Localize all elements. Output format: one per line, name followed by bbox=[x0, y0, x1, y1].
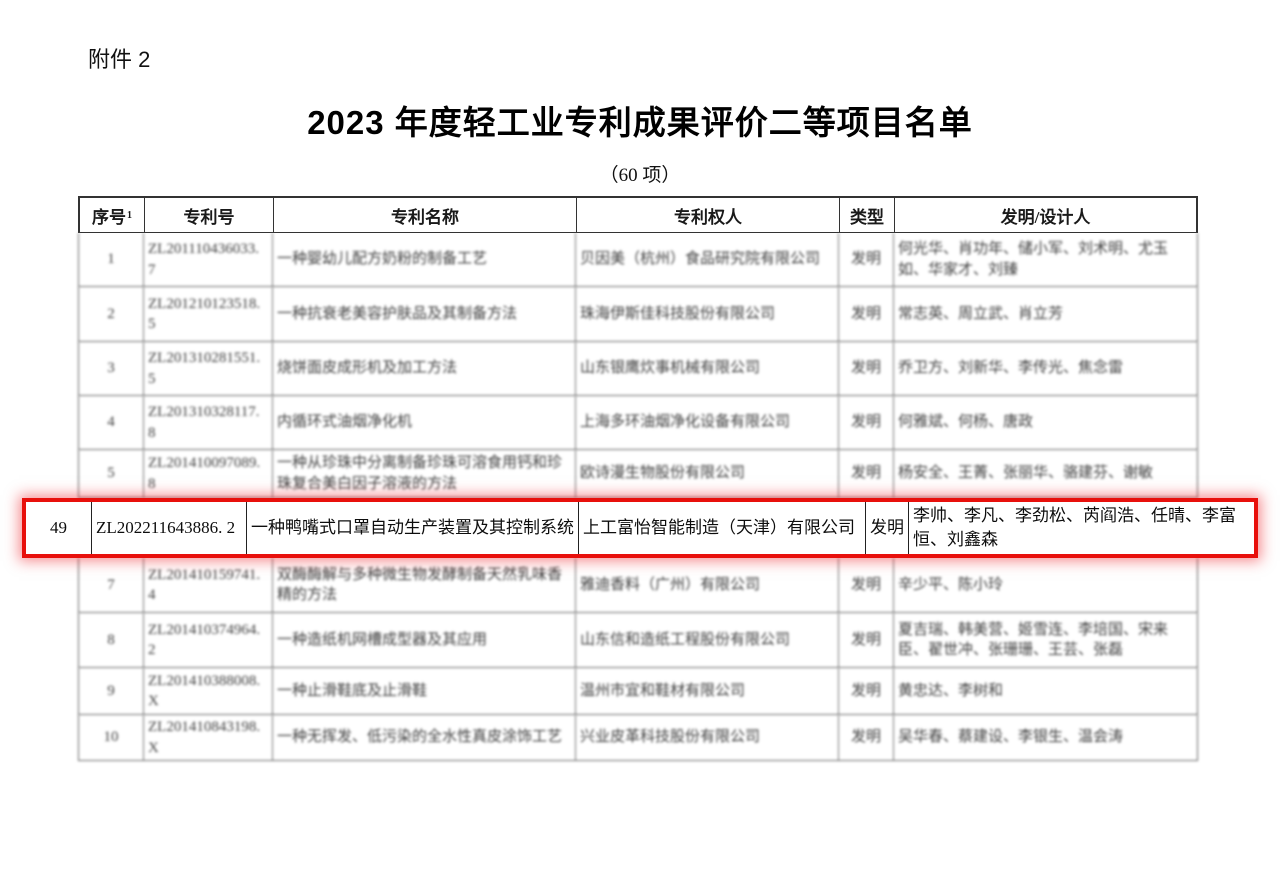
table-row: 9 ZL201410388008. X 一种止滑鞋底及止滑鞋 温州市宜和鞋材有限… bbox=[78, 668, 1198, 715]
header-inventors: 发明/设计人 bbox=[1000, 207, 1091, 227]
cell-patent-name: 一种抗衰老美容护肤品及其制备方法 bbox=[273, 287, 576, 341]
cell-patent-name: 一种鸭嘴式口罩自动生产装置及其控制系统 bbox=[247, 502, 579, 554]
cell-no: 3 bbox=[79, 342, 144, 395]
cell-type: 发明 bbox=[839, 233, 894, 286]
cell-no: 9 bbox=[79, 668, 144, 714]
header-no: 序号 1 bbox=[80, 198, 145, 232]
cell-inventors: 杨安全、王菁、张丽华、骆建芬、谢敏 bbox=[898, 465, 1154, 482]
header-patentee: 专利权人 bbox=[577, 198, 840, 232]
header-patent-no: 专利号 bbox=[145, 198, 274, 232]
page-title: 2023 年度轻工业专利成果评价二等项目名单 bbox=[307, 104, 973, 141]
cell-patent-no: ZL201310281551. 5 bbox=[144, 342, 273, 395]
cell-inventors: 何光华、肖功年、储小军、刘术明、尤玉如、华家才、刘臻 bbox=[898, 241, 1169, 278]
cell-patent-no: ZL201410843198. X bbox=[144, 715, 273, 760]
cell-type: 发明 bbox=[839, 287, 894, 341]
cell-no: 7 bbox=[79, 558, 144, 612]
header-type: 类型 bbox=[840, 198, 895, 232]
cell-inventors: 何雅斌、何杨、唐政 bbox=[898, 414, 1034, 431]
cell-patent-no: ZL201410159741. 4 bbox=[144, 558, 273, 612]
cell-type: 发明 bbox=[839, 450, 894, 497]
cell-patent-name: 内循环式油烟净化机 bbox=[273, 396, 576, 449]
cell-patentee: 上海多环油烟净化设备有限公司 bbox=[576, 396, 839, 449]
cell-type: 发明 bbox=[839, 342, 894, 395]
footnote-marker: 1 bbox=[127, 209, 132, 221]
cell-patent-no: ZL201210123518. 5 bbox=[144, 287, 273, 341]
cell-patentee: 贝因美（杭州）食品研究院有限公司 bbox=[576, 233, 839, 286]
cell-patentee: 上工富怡智能制造（天津）有限公司 bbox=[579, 502, 866, 554]
cell-patentee: 雅迪香料（广州）有限公司 bbox=[576, 558, 839, 612]
table-row: 5 ZL201410097089. 8 一种从珍珠中分离制备珍珠可溶食用钙和珍珠… bbox=[78, 450, 1198, 498]
cell-no: 2 bbox=[79, 287, 144, 341]
cell-patent-name: 双酶酶解与多种微生物发酵制备天然乳味香精的方法 bbox=[273, 558, 576, 612]
table-row: 4 ZL201310328117. 8 内循环式油烟净化机 上海多环油烟净化设备… bbox=[78, 396, 1198, 450]
cell-patentee: 山东银鹰炊事机械有限公司 bbox=[576, 342, 839, 395]
cell-inventors: 辛少平、陈小玲 bbox=[898, 576, 1004, 593]
table-row: 10 ZL201410843198. X 一种无挥发、低污染的全水性真皮涂饰工艺… bbox=[78, 715, 1198, 761]
cell-patentee: 兴业皮革科技股份有限公司 bbox=[576, 715, 839, 760]
table-row: 7 ZL201410159741. 4 双酶酶解与多种微生物发酵制备天然乳味香精… bbox=[78, 558, 1198, 613]
header-patent-name: 专利名称 bbox=[274, 198, 577, 232]
cell-patent-no: ZL201410388008. X bbox=[144, 668, 273, 714]
cell-patent-no: ZL201310328117. 8 bbox=[144, 396, 273, 449]
cell-type: 发明 bbox=[839, 558, 894, 612]
cell-patentee: 山东信和造纸工程股份有限公司 bbox=[576, 613, 839, 667]
cell-inventors: 常志英、周立武、肖立芳 bbox=[898, 305, 1064, 322]
cell-patent-name: 烧饼面皮成形机及加工方法 bbox=[273, 342, 576, 395]
cell-patent-no: ZL202211643886. 2 bbox=[92, 502, 247, 554]
cell-type: 发明 bbox=[839, 668, 894, 714]
item-count: （60 项） bbox=[599, 165, 681, 186]
cell-patent-no: ZL201110436033. 7 bbox=[144, 233, 273, 286]
table-row: 2 ZL201210123518. 5 一种抗衰老美容护肤品及其制备方法 珠海伊… bbox=[78, 287, 1198, 342]
cell-patent-name: 一种从珍珠中分离制备珍珠可溶食用钙和珍珠复合美白因子溶液的方法 bbox=[273, 450, 576, 497]
cell-no: 4 bbox=[79, 396, 144, 449]
table-row: 3 ZL201310281551. 5 烧饼面皮成形机及加工方法 山东银鹰炊事机… bbox=[78, 342, 1198, 396]
table-row: 1 ZL201110436033. 7 一种婴幼儿配方奶粉的制备工艺 贝因美（杭… bbox=[78, 233, 1198, 287]
cell-patent-name: 一种无挥发、低污染的全水性真皮涂饰工艺 bbox=[273, 715, 576, 760]
cell-no: 49 bbox=[26, 502, 92, 554]
cell-inventors: 吴华春、蔡建设、李银生、温会涛 bbox=[898, 729, 1124, 746]
cell-no: 8 bbox=[79, 613, 144, 667]
cell-patent-no: ZL201410374964. 2 bbox=[144, 613, 273, 667]
table-header-row: 序号 1 专利号 专利名称 专利权人 类型 发明/设计人 bbox=[78, 196, 1198, 233]
patent-table: 序号 1 专利号 专利名称 专利权人 类型 发明/设计人 1 ZL20111043… bbox=[22, 196, 1258, 761]
cell-patent-name: 一种止滑鞋底及止滑鞋 bbox=[273, 668, 576, 714]
cell-patentee: 珠海伊斯佳科技股份有限公司 bbox=[576, 287, 839, 341]
cell-patentee: 温州市宜和鞋材有限公司 bbox=[576, 668, 839, 714]
cell-no: 1 bbox=[79, 233, 144, 286]
cell-patent-no: ZL201410097089. 8 bbox=[144, 450, 273, 497]
cell-patentee: 欧诗漫生物股份有限公司 bbox=[576, 450, 839, 497]
cell-type: 发明 bbox=[839, 396, 894, 449]
cell-inventors: 李帅、李凡、李劲松、芮阎浩、任晴、李富恒、刘鑫森 bbox=[913, 506, 1236, 549]
cell-type: 发明 bbox=[839, 613, 894, 667]
cell-inventors: 乔卫方、刘新华、李传光、焦念雷 bbox=[898, 360, 1124, 377]
table-row: 8 ZL201410374964. 2 一种造纸机网槽成型器及其应用 山东信和造… bbox=[78, 613, 1198, 668]
cell-type: 发明 bbox=[839, 715, 894, 760]
cell-patent-name: 一种造纸机网槽成型器及其应用 bbox=[273, 613, 576, 667]
cell-inventors: 黄忠达、李树和 bbox=[898, 682, 1004, 699]
highlighted-table-row: 49 ZL202211643886. 2 一种鸭嘴式口罩自动生产装置及其控制系统… bbox=[22, 498, 1258, 558]
cell-type: 发明 bbox=[866, 502, 909, 554]
cell-no: 5 bbox=[79, 450, 144, 497]
attachment-label: 附件 2 bbox=[88, 47, 151, 72]
cell-patent-name: 一种婴幼儿配方奶粉的制备工艺 bbox=[273, 233, 576, 286]
cell-no: 10 bbox=[79, 715, 144, 760]
cell-inventors: 夏吉瑞、韩美营、姬雪连、李培国、宋来臣、翟世冲、张珊珊、王芸、张磊 bbox=[898, 621, 1169, 658]
